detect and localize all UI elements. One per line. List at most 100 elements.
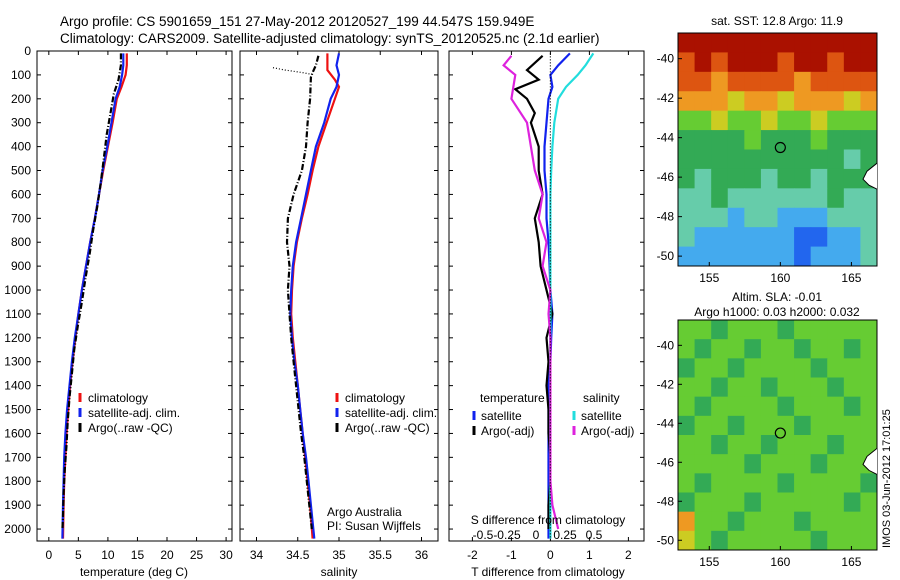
heatmap-cell <box>711 110 729 131</box>
heatmap-cell <box>860 396 878 417</box>
heatmap-cell <box>810 91 828 112</box>
heatmap-cell <box>794 473 812 493</box>
series-line-salinity-argo-adj <box>502 55 560 530</box>
map-y-tick-label: -42 <box>657 91 675 105</box>
heatmap-cell <box>744 207 762 228</box>
heatmap-cell <box>827 207 845 228</box>
heatmap-cell <box>827 110 845 131</box>
heatmap-cell <box>727 71 745 92</box>
heatmap-cell <box>678 435 696 455</box>
heatmap-cell <box>760 207 778 228</box>
depth-tick-label: 300 <box>11 116 31 130</box>
map-x-tick-label: 160 <box>770 555 790 569</box>
heatmap-cell <box>727 396 745 417</box>
heatmap-cell <box>744 454 762 474</box>
heatmap-cell <box>810 168 828 189</box>
sla-map-title: Altim. SLA: -0.01 <box>732 290 822 304</box>
heatmap-cell <box>810 320 828 340</box>
heatmap-cell <box>711 33 729 53</box>
x-tick-label: 15 <box>131 548 145 562</box>
heatmap-cell <box>678 33 696 53</box>
s-diff-tick-label: 0.5 <box>586 528 603 542</box>
heatmap-cell <box>794 358 812 378</box>
heatmap-cell <box>827 320 845 340</box>
heatmap-cell <box>744 377 762 398</box>
heatmap-cell <box>744 435 762 455</box>
heatmap-cell <box>727 454 745 474</box>
heatmap-cell <box>727 530 745 551</box>
heatmap-cell <box>760 110 778 131</box>
heatmap-cell <box>760 473 778 493</box>
heatmap-cell <box>810 377 828 398</box>
heatmap-cell <box>744 246 762 267</box>
series-line-argo-raw-qc <box>61 53 123 530</box>
legend-label: Argo(-adj) <box>581 424 634 438</box>
pi-annotation: PI: Susan Wijffels <box>327 519 421 533</box>
heatmap-cell <box>760 396 778 417</box>
heatmap-cell <box>860 149 878 170</box>
series-line-satellite-adj-clim <box>61 53 125 539</box>
depth-tick-label: 1700 <box>4 450 31 464</box>
heatmap-cell <box>760 71 778 92</box>
heatmap-cell <box>678 91 696 112</box>
x-tick-label: 2 <box>625 548 632 562</box>
heatmap-cell <box>843 246 861 267</box>
difference-x-label: T difference from climatology <box>471 565 625 579</box>
heatmap-cell <box>827 246 845 267</box>
heatmap-cell <box>727 149 745 170</box>
heatmap-cell <box>860 33 878 53</box>
heatmap-cell <box>760 33 778 53</box>
heatmap-cell <box>711 454 729 474</box>
heatmap-cell <box>760 415 778 436</box>
heatmap-cell <box>860 339 878 359</box>
salinity-x-label: salinity <box>321 565 358 579</box>
map-x-tick-label: 165 <box>841 555 861 569</box>
salinity-axes-box <box>239 50 439 542</box>
heatmap-cell <box>794 168 812 189</box>
heatmap-cell <box>827 473 845 493</box>
x-tick-label: 34.5 <box>286 548 310 562</box>
heatmap-cell <box>760 339 778 359</box>
heatmap-cell <box>794 52 812 73</box>
heatmap-cell <box>794 396 812 417</box>
map-y-tick-label: -48 <box>657 210 675 224</box>
legend-label: climatology <box>345 391 405 405</box>
x-tick-label: 36 <box>415 548 429 562</box>
heatmap-cell <box>860 473 878 493</box>
heatmap-cell <box>777 227 795 248</box>
map-x-tick-label: 155 <box>699 271 719 285</box>
heatmap-cell <box>810 110 828 131</box>
map-y-tick-label: -44 <box>657 416 675 430</box>
heatmap-cell <box>744 396 762 417</box>
heatmap-cell <box>777 511 795 532</box>
heatmap-cell <box>827 339 845 359</box>
heatmap-cell <box>744 52 762 73</box>
heatmap-cell <box>711 71 729 92</box>
heatmap-cell <box>678 511 696 532</box>
heatmap-cell <box>678 149 696 170</box>
heatmap-cell <box>744 71 762 92</box>
heatmap-cell <box>678 246 696 267</box>
depth-tick-label: 600 <box>11 187 31 201</box>
heatmap-cell <box>860 110 878 131</box>
heatmap-cell <box>777 91 795 112</box>
heatmap-cell <box>810 33 828 53</box>
heatmap-cell <box>843 168 861 189</box>
heatmap-cell <box>843 435 861 455</box>
heatmap-cell <box>810 207 828 228</box>
depth-tick-label: 500 <box>11 164 31 178</box>
legend-label: Argo(..raw -QC) <box>345 421 430 435</box>
heatmap-cell <box>744 339 762 359</box>
heatmap-cell <box>760 377 778 398</box>
imos-timestamp: IMOS 03-Jun-2012 17:01:25 <box>881 409 893 548</box>
heatmap-cell <box>860 188 878 209</box>
heatmap-cell <box>744 358 762 378</box>
heatmap-cell <box>711 492 729 513</box>
sst-map-frame <box>677 32 878 267</box>
heatmap-cell <box>678 473 696 493</box>
coastline-shape <box>862 162 878 190</box>
depth-tick-label: 1400 <box>4 379 31 393</box>
heatmap-cell <box>827 454 845 474</box>
heatmap-cell <box>860 52 878 73</box>
heatmap-cell <box>711 52 729 73</box>
